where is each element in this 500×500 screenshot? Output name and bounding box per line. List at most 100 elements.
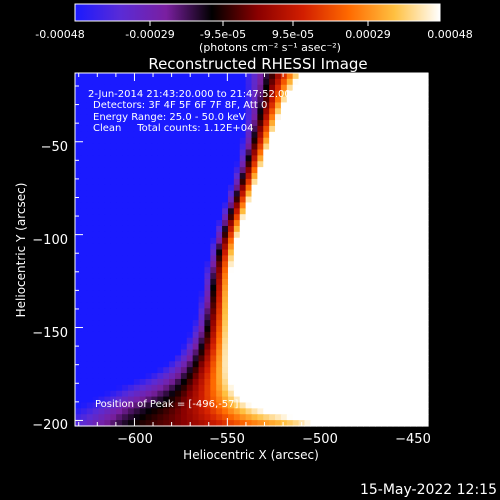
heatmap-cell: [380, 278, 388, 286]
heatmap-cell: [222, 320, 229, 327]
heatmap-cell: [233, 373, 241, 380]
heatmap-cell: [133, 331, 141, 339]
heatmap-cell: [292, 143, 300, 151]
heatmap-cell: [339, 84, 347, 92]
heatmap-cell: [416, 190, 423, 198]
heatmap-cell: [80, 308, 88, 315]
heatmap-cell: [98, 373, 106, 380]
heatmap-cell: [204, 190, 211, 198]
heatmap-cell: [86, 302, 94, 309]
heatmap-cell: [398, 143, 406, 151]
heatmap-cell: [363, 378, 370, 386]
heatmap-cell: [398, 408, 406, 415]
heatmap-cell: [404, 90, 411, 98]
heatmap-cell: [422, 190, 429, 198]
heatmap-cell: [322, 402, 329, 409]
heatmap-cell: [363, 343, 370, 351]
heatmap-cell: [345, 102, 353, 109]
heatmap-cell: [210, 378, 217, 386]
heatmap-cell: [98, 73, 106, 80]
heatmap-cell: [163, 390, 170, 398]
heatmap-cell: [275, 78, 282, 86]
heatmap-cell: [204, 73, 211, 80]
heatmap-cell: [198, 73, 206, 80]
heatmap-cell: [286, 325, 294, 333]
heatmap-cell: [333, 296, 341, 304]
heatmap-cell: [110, 408, 117, 415]
heatmap-cell: [222, 149, 229, 156]
heatmap-cell: [263, 302, 270, 309]
heatmap-cell: [292, 178, 300, 186]
heatmap-cell: [222, 108, 229, 115]
heatmap-cell: [339, 343, 347, 351]
heatmap-cell: [98, 220, 106, 227]
heatmap-cell: [98, 420, 106, 427]
heatmap-cell: [98, 149, 106, 156]
heatmap-cell: [386, 373, 394, 380]
heatmap-cell: [169, 84, 176, 92]
heatmap-cell: [333, 361, 341, 368]
heatmap-cell: [75, 396, 82, 404]
heatmap-cell: [216, 125, 223, 133]
heatmap-cell: [386, 102, 394, 109]
heatmap-cell: [333, 214, 341, 221]
heatmap-cell: [351, 161, 358, 168]
heatmap-cell: [304, 220, 311, 227]
heatmap-cell: [122, 96, 129, 104]
heatmap-cell: [275, 184, 282, 192]
heatmap-cell: [198, 402, 206, 409]
heatmap-cell: [339, 273, 347, 280]
heatmap-cell: [98, 196, 106, 204]
heatmap-cell: [322, 178, 329, 186]
heatmap-cell: [416, 355, 423, 362]
heatmap-cell: [239, 290, 247, 298]
heatmap-cell: [127, 231, 135, 239]
heatmap-cell: [327, 296, 335, 304]
heatmap-cell: [333, 137, 341, 145]
heatmap-cell: [180, 390, 188, 398]
heatmap-cell: [180, 249, 188, 256]
heatmap-cell: [333, 208, 341, 215]
heatmap-cell: [245, 243, 253, 251]
heatmap-cell: [363, 220, 370, 227]
heatmap-cell: [151, 361, 158, 368]
heatmap-cell: [286, 408, 294, 415]
heatmap-cell: [186, 214, 194, 221]
heatmap-cell: [257, 325, 264, 333]
heatmap-cell: [233, 320, 241, 327]
heatmap-cell: [269, 390, 276, 398]
heatmap-cell: [357, 120, 364, 127]
heatmap-cell: [327, 302, 335, 309]
heatmap-cell: [133, 414, 141, 421]
heatmap-cell: [157, 408, 164, 415]
heatmap-cell: [222, 378, 229, 386]
heatmap-cell: [386, 308, 394, 315]
heatmap-cell: [169, 137, 176, 145]
heatmap-cell: [116, 220, 123, 227]
heatmap-cell: [98, 114, 106, 121]
heatmap-cell: [104, 149, 111, 156]
heatmap-cell: [269, 231, 276, 239]
heatmap-cell: [233, 208, 241, 215]
heatmap-cell: [422, 114, 429, 121]
heatmap-cell: [404, 331, 411, 339]
heatmap-cell: [380, 231, 388, 239]
heatmap-cell: [263, 337, 270, 345]
heatmap-cell: [222, 314, 229, 321]
heatmap-cell: [122, 78, 129, 86]
heatmap-cell: [233, 225, 241, 233]
heatmap-cell: [357, 414, 364, 421]
heatmap-cell: [416, 314, 423, 321]
heatmap-cell: [369, 273, 376, 280]
heatmap-cell: [386, 231, 394, 239]
heatmap-cell: [80, 390, 88, 398]
heatmap-cell: [192, 208, 200, 215]
heatmap-cell: [363, 414, 370, 421]
heatmap-cell: [104, 202, 111, 209]
heatmap-cell: [333, 196, 341, 204]
heatmap-cell: [245, 114, 253, 121]
heatmap-cell: [157, 331, 164, 339]
heatmap-cell: [192, 390, 200, 398]
heatmap-cell: [75, 273, 82, 280]
heatmap-cell: [422, 343, 429, 351]
